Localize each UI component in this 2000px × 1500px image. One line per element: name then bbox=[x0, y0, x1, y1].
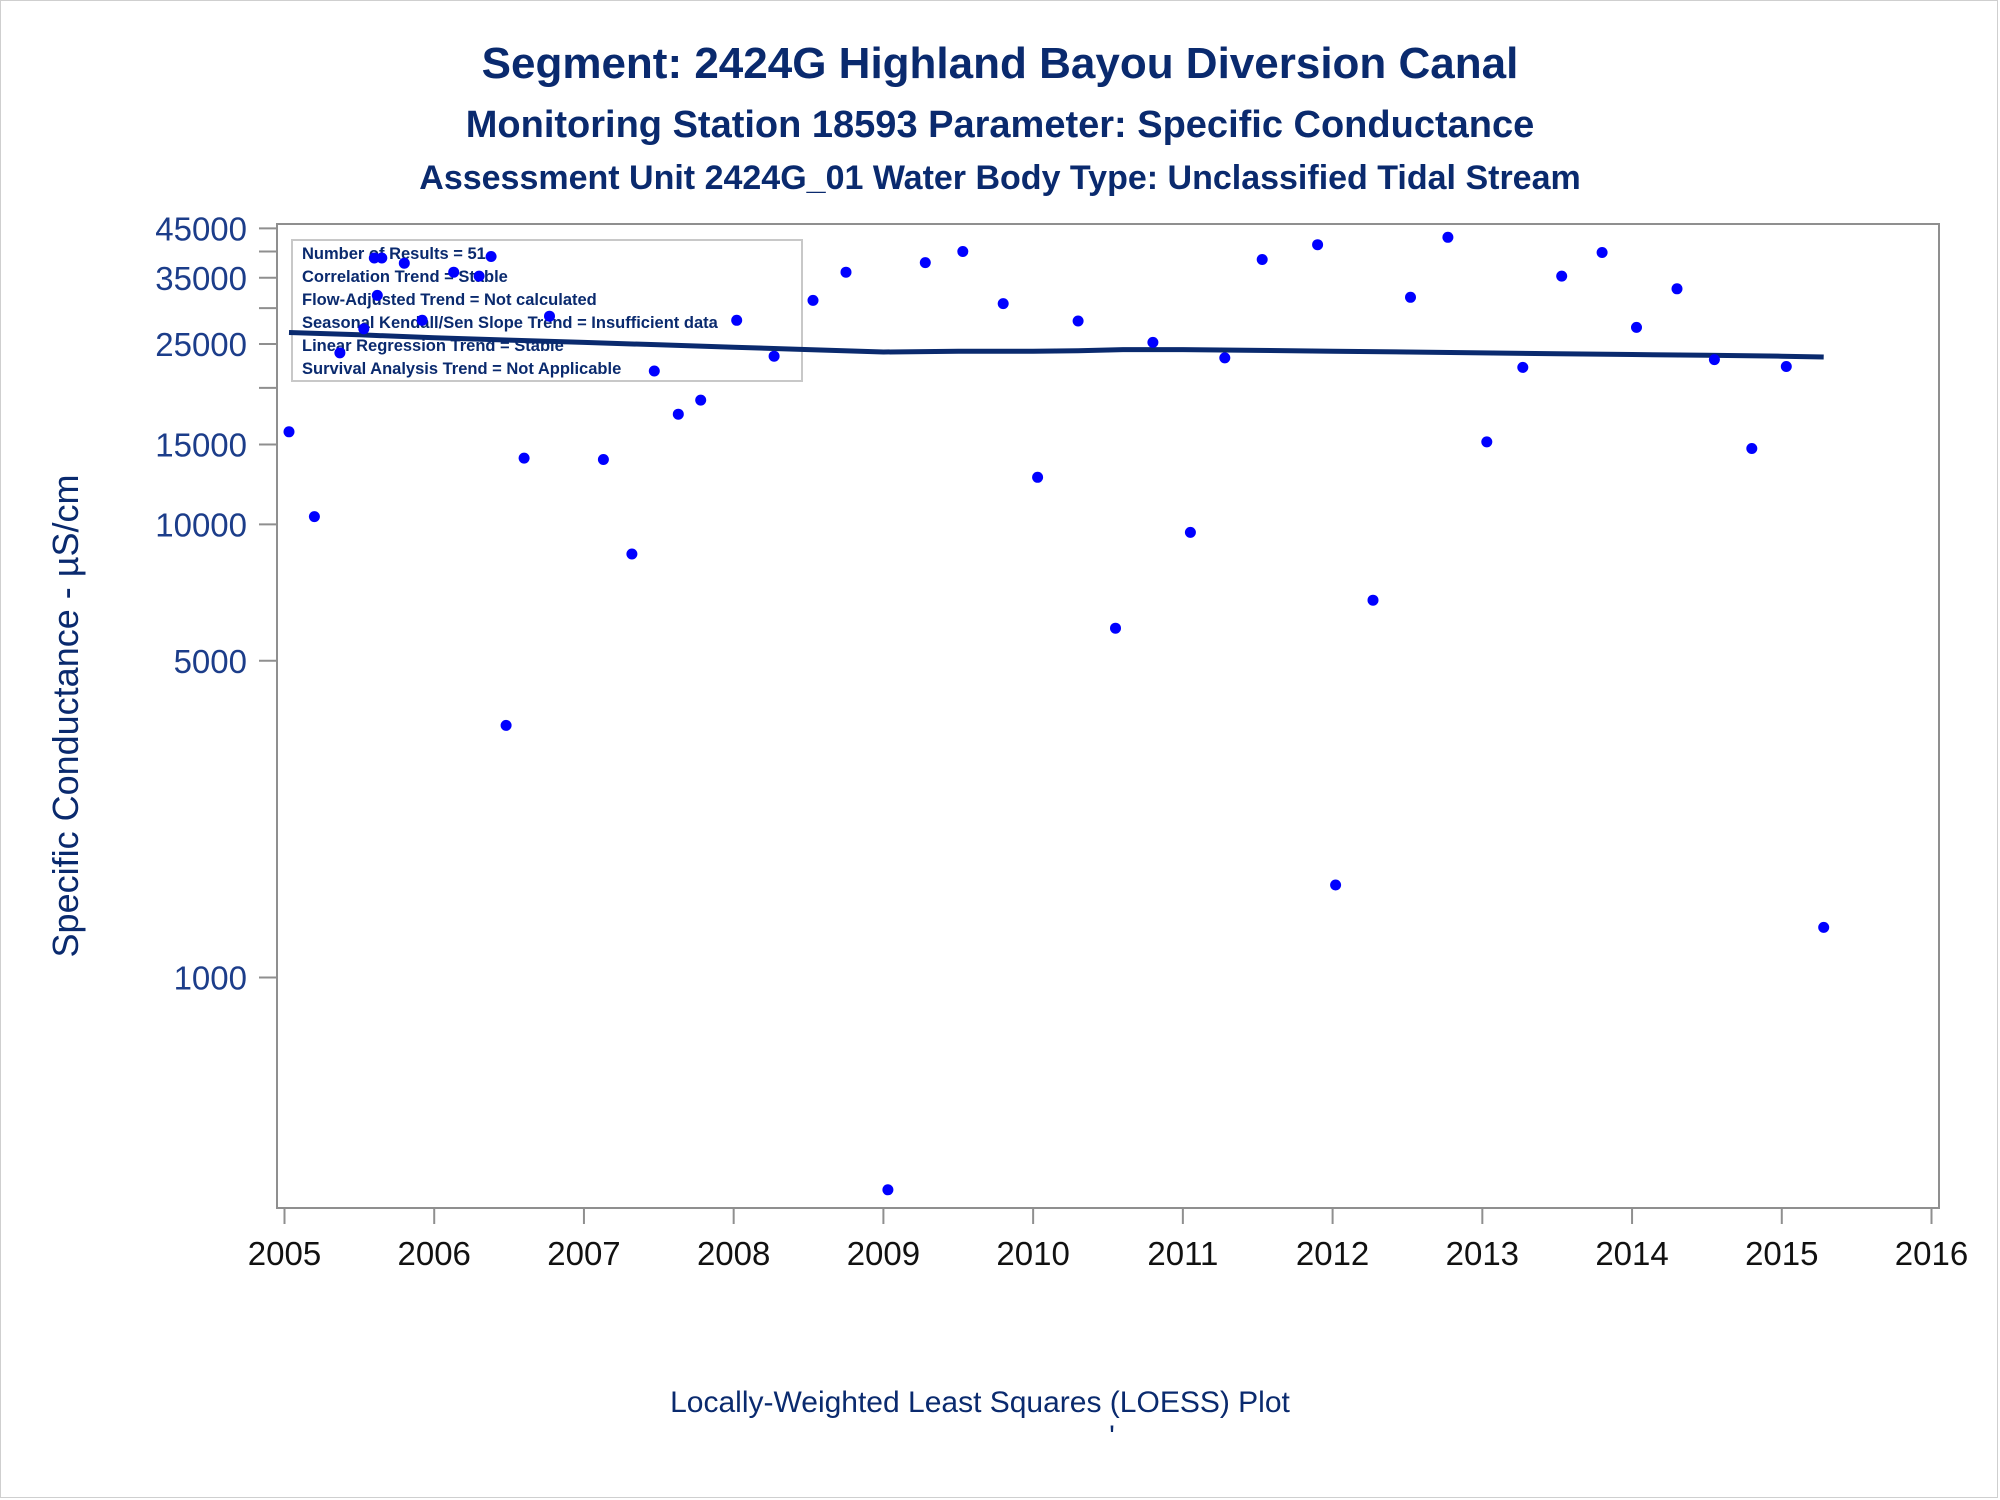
data-point bbox=[1556, 270, 1568, 282]
x-tick-label: 2007 bbox=[547, 1235, 620, 1272]
data-point bbox=[919, 257, 931, 269]
data-point bbox=[358, 323, 370, 335]
y-tick-label: 45000 bbox=[155, 210, 247, 247]
data-point bbox=[416, 314, 428, 326]
data-point bbox=[1671, 283, 1683, 295]
data-point bbox=[448, 266, 460, 278]
chart-subtitle-2: Assessment Unit 2424G_01 Water Body Type… bbox=[419, 159, 1580, 197]
data-point bbox=[544, 310, 555, 322]
data-point bbox=[1517, 361, 1529, 373]
x-tick-label: 2005 bbox=[248, 1235, 321, 1272]
loess-trend-line bbox=[288, 330, 1824, 360]
x-tick-label: 2015 bbox=[1745, 1235, 1818, 1272]
data-point bbox=[1184, 526, 1196, 538]
data-point bbox=[768, 350, 780, 362]
x-tick-label: 2009 bbox=[847, 1235, 920, 1272]
scatter-series bbox=[283, 231, 1830, 1196]
data-point bbox=[731, 314, 743, 326]
y-tick-label: 1000 bbox=[174, 960, 247, 997]
data-point bbox=[997, 298, 1009, 310]
data-point bbox=[1818, 921, 1830, 933]
data-point bbox=[283, 426, 295, 438]
data-point bbox=[882, 1184, 894, 1196]
data-point bbox=[1780, 361, 1792, 372]
x-axis: 2005 2006 2007 2008 2009 2010 2011 2012 2013 2014… bbox=[248, 1208, 1968, 1272]
data-point bbox=[1032, 471, 1044, 483]
data-point bbox=[807, 294, 819, 306]
x-axis-footnote: Locally-Weighted Least Squares (LOESS) P… bbox=[670, 1386, 1290, 1419]
y-tick-label: 10000 bbox=[155, 506, 247, 543]
loess-series bbox=[288, 330, 1824, 360]
x-tick-label: 2006 bbox=[398, 1235, 471, 1272]
chart-title: Segment: 2424G Highland Bayou Diversion … bbox=[482, 39, 1519, 88]
data-point bbox=[334, 347, 346, 359]
data-point bbox=[485, 251, 497, 262]
data-point bbox=[398, 257, 410, 269]
footnote-mark: ' bbox=[1109, 1420, 1115, 1453]
x-tick-label: 2014 bbox=[1595, 1235, 1668, 1272]
x-tick-label: 2012 bbox=[1296, 1235, 1369, 1272]
y-axis-label: Specific Conductance - µS/cm bbox=[45, 475, 86, 958]
y-axis: 1000 5000 10000 15000 25000 35000 45000 bbox=[155, 210, 277, 997]
x-tick-label: 2011 bbox=[1147, 1235, 1218, 1272]
y-tick-label: 15000 bbox=[155, 427, 247, 464]
x-tick-label: 2016 bbox=[1895, 1235, 1968, 1272]
chart-subtitle: Monitoring Station 18593 Parameter: Spec… bbox=[466, 104, 1534, 146]
data-point bbox=[1481, 436, 1493, 448]
y-tick-label: 5000 bbox=[174, 643, 247, 680]
data-point bbox=[672, 408, 684, 420]
data-point bbox=[1256, 254, 1268, 265]
data-point bbox=[1147, 336, 1159, 348]
data-point bbox=[1219, 352, 1231, 364]
data-point bbox=[1330, 879, 1342, 891]
data-point bbox=[1442, 231, 1454, 243]
data-point bbox=[1072, 315, 1084, 327]
data-point bbox=[371, 289, 383, 301]
x-tick-label: 2010 bbox=[996, 1235, 1069, 1272]
data-point bbox=[518, 452, 530, 464]
data-point bbox=[473, 270, 485, 282]
data-point bbox=[840, 266, 852, 278]
stats-line-flow-adjusted: Flow-Adjusted Trend = Not calculated bbox=[302, 291, 597, 309]
data-point bbox=[648, 365, 660, 377]
data-point bbox=[1110, 622, 1121, 634]
data-point bbox=[1596, 247, 1608, 258]
y-tick-label: 25000 bbox=[155, 326, 247, 363]
data-point bbox=[1708, 354, 1720, 366]
data-point bbox=[1367, 594, 1379, 606]
data-point bbox=[500, 719, 512, 731]
x-tick-label: 2013 bbox=[1446, 1235, 1519, 1272]
data-point bbox=[597, 454, 609, 465]
data-point bbox=[376, 252, 388, 264]
data-point bbox=[626, 548, 638, 560]
data-point bbox=[1312, 239, 1324, 251]
stats-line-survival: Survival Analysis Trend = Not Applicable bbox=[302, 360, 621, 378]
data-point bbox=[957, 246, 969, 257]
stats-line-results: Number of Results = 51 bbox=[302, 245, 486, 263]
stats-line-seasonal-kendall: Seasonal Kendall/Sen Slope Trend = Insuf… bbox=[302, 314, 719, 332]
stats-box: Number of Results = 51 Correlation Trend… bbox=[291, 239, 803, 382]
data-point bbox=[1746, 443, 1758, 454]
data-point bbox=[308, 511, 320, 523]
data-point bbox=[695, 394, 707, 406]
x-tick-label: 2008 bbox=[697, 1235, 770, 1272]
data-point bbox=[1631, 321, 1642, 333]
y-tick-label: 35000 bbox=[155, 260, 247, 297]
plot-area bbox=[276, 223, 1940, 1209]
data-point bbox=[1405, 291, 1416, 303]
